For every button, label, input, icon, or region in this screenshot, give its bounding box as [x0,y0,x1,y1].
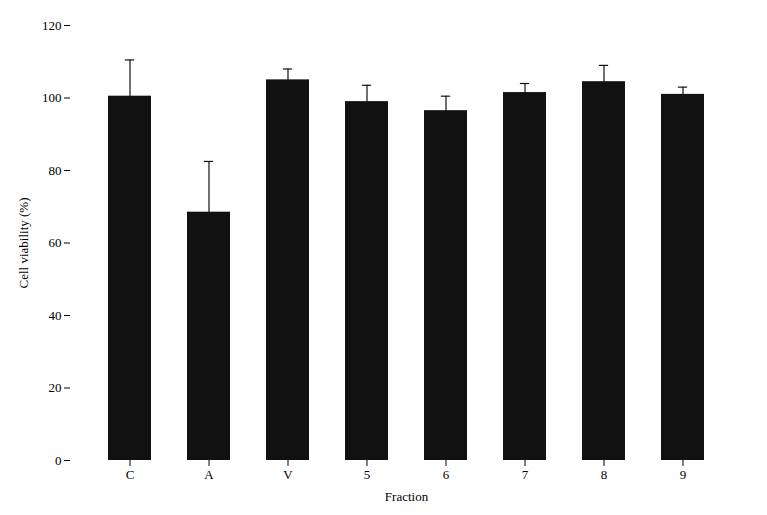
svg-text:120: 120 [42,18,62,33]
svg-text:Cell viability (%): Cell viability (%) [16,198,31,289]
svg-text:60: 60 [49,235,62,250]
svg-text:V: V [283,467,293,482]
svg-text:Fraction: Fraction [385,489,429,504]
svg-text:40: 40 [49,308,62,323]
svg-text:5: 5 [364,467,371,482]
svg-text:9: 9 [680,467,687,482]
svg-text:A: A [204,467,214,482]
svg-text:7: 7 [522,467,529,482]
svg-text:100: 100 [42,90,62,105]
svg-text:0: 0 [55,453,62,468]
svg-text:20: 20 [49,380,62,395]
svg-text:6: 6 [443,467,450,482]
svg-text:8: 8 [601,467,608,482]
svg-text:80: 80 [49,163,62,178]
svg-text:C: C [126,467,135,482]
